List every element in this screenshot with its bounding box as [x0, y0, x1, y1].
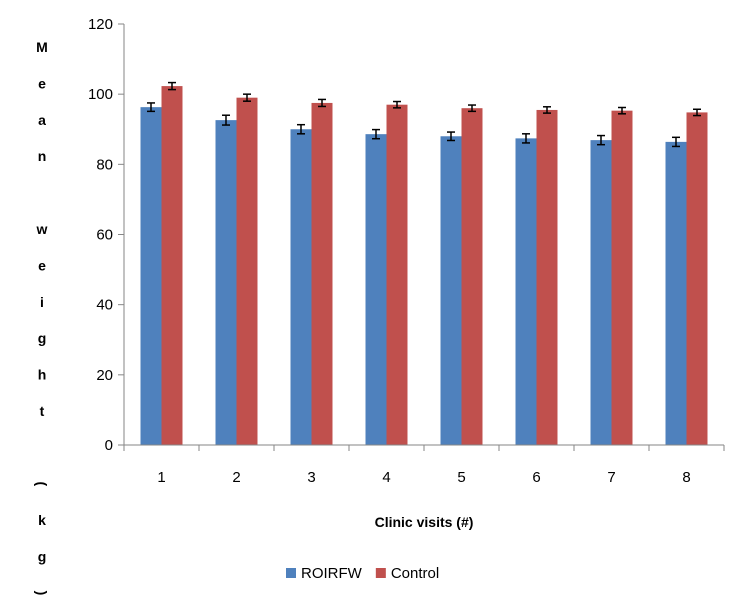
y-tick-label: 120: [88, 16, 113, 33]
x-tick-label: 7: [607, 469, 615, 486]
x-tick-label: 8: [682, 469, 690, 486]
y-tick-label: 20: [96, 367, 113, 384]
legend-label-control: Control: [391, 565, 439, 582]
y-axis-title-char: n: [38, 148, 47, 164]
y-axis-title-char: i: [40, 294, 44, 310]
y-axis-title-char: e: [38, 75, 46, 91]
legend-swatch-roirfw: [286, 568, 296, 578]
y-axis-title-char: k: [38, 512, 46, 528]
bar-roirfw-3: [290, 129, 312, 445]
bars-group: [140, 81, 708, 446]
legend: ROIRFW Control: [286, 565, 439, 582]
y-axis-title-char: (: [34, 481, 50, 486]
y-axis-title-char: M: [36, 39, 48, 55]
x-tick-label: 5: [457, 469, 465, 486]
bar-roirfw-1: [140, 107, 162, 446]
y-axis-title-char: g: [38, 549, 47, 565]
y-tick-label: 40: [96, 297, 113, 314]
bar-roirfw-7: [590, 140, 612, 445]
y-axis-title-char: t: [40, 403, 45, 419]
y-axis-title-char: w: [36, 221, 48, 237]
x-axis-title: Clinic visits (#): [375, 514, 474, 530]
bar-control-2: [236, 97, 258, 446]
bar-control-6: [536, 109, 558, 446]
bar-control-3: [311, 102, 333, 445]
y-axis-title-char: g: [38, 330, 47, 346]
x-tick-label: 4: [382, 469, 390, 486]
x-tick-label: 2: [232, 469, 240, 486]
bar-roirfw-5: [440, 136, 462, 445]
bar-roirfw-8: [665, 141, 687, 445]
bar-roirfw-2: [215, 120, 237, 446]
bar-control-8: [686, 112, 708, 445]
legend-label-roirfw: ROIRFW: [301, 565, 363, 582]
y-axis-title-char: ): [34, 591, 50, 596]
x-tick-label: 3: [307, 469, 315, 486]
x-axis: 1 2 3 4 5 6 7 8: [123, 444, 725, 486]
y-tick-label: 80: [96, 156, 113, 173]
bar-roirfw-6: [515, 138, 537, 445]
x-tick-label: 6: [532, 469, 540, 486]
y-axis-title-char: a: [38, 112, 46, 128]
y-axis-title: Me a n w e i g h t ( k g): [34, 39, 50, 595]
bar-control-1: [161, 86, 183, 445]
y-axis: 0 20 40 60 80 100 120: [88, 16, 125, 454]
bar-roirfw-4: [365, 134, 387, 445]
legend-swatch-control: [375, 568, 386, 578]
y-axis-title-char: e: [38, 257, 46, 273]
bar-control-7: [611, 110, 633, 446]
y-tick-label: 60: [96, 227, 113, 244]
x-tick-label: 1: [157, 469, 165, 486]
y-tick-label: 0: [105, 437, 113, 454]
bar-control-4: [386, 104, 408, 446]
y-axis-title-char: h: [38, 367, 47, 383]
y-tick-label: 100: [88, 86, 113, 103]
bar-control-5: [461, 108, 483, 445]
